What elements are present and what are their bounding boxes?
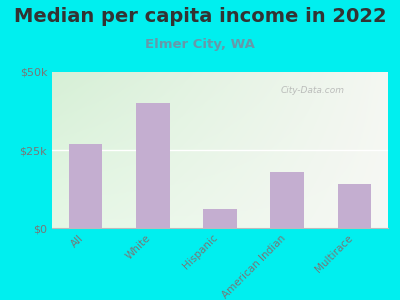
Text: City-Data.com: City-Data.com <box>280 86 344 95</box>
Bar <box>136 103 170 228</box>
Bar <box>270 172 304 228</box>
Bar <box>203 209 237 228</box>
Bar <box>69 144 102 228</box>
Text: Elmer City, WA: Elmer City, WA <box>145 38 255 51</box>
Text: Median per capita income in 2022: Median per capita income in 2022 <box>14 8 386 26</box>
Bar <box>338 184 371 228</box>
